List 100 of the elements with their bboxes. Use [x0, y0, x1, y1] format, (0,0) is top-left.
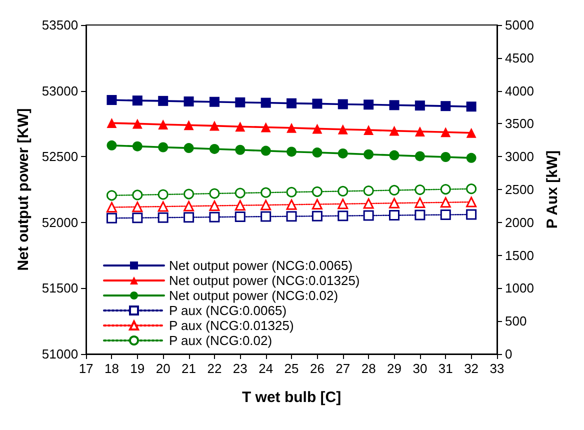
x-tick-label: 32: [464, 361, 479, 376]
point: [209, 188, 220, 199]
point: [106, 118, 117, 128]
x-tick-label: 33: [490, 361, 504, 376]
y2-tick-label: 4500: [505, 50, 534, 66]
point: [286, 122, 297, 133]
y2-tick-label: 3500: [505, 116, 534, 132]
y2-tick-label: 1000: [505, 280, 534, 296]
point: [132, 190, 143, 200]
legend-label: Net output power (NCG:0.0065): [169, 258, 353, 273]
point: [440, 197, 451, 208]
x-tick-label: 18: [104, 361, 119, 376]
point: [440, 152, 451, 162]
y-tick-label: 53000: [42, 83, 78, 98]
point: [389, 198, 400, 208]
point: [184, 143, 194, 154]
point: [235, 97, 246, 108]
point: [363, 198, 374, 209]
legend-label: P aux (NCG:0.01325): [169, 318, 294, 333]
point: [184, 188, 194, 200]
x-tick-label: 28: [361, 361, 376, 376]
y-tick-label: 52000: [42, 214, 78, 230]
point: [235, 144, 246, 155]
point: [312, 210, 322, 222]
point: [414, 210, 426, 220]
x-tick-label: 24: [258, 361, 274, 376]
y2-tick-label: 2500: [505, 182, 534, 197]
point: [338, 186, 348, 196]
point: [338, 198, 348, 210]
point: [286, 211, 297, 222]
point: [364, 149, 374, 160]
point: [158, 201, 168, 212]
y-tick-label: 51500: [42, 280, 78, 296]
y2-tick-label: 3000: [505, 149, 534, 164]
point: [466, 196, 477, 208]
y2-tick-label: 2000: [505, 214, 534, 230]
y2-tick-label: 4000: [505, 83, 534, 98]
point: [260, 187, 272, 198]
legend-label: P aux (NCG:0.02): [169, 333, 272, 348]
x-tick-label: 26: [310, 361, 324, 376]
point: [209, 96, 220, 107]
point: [158, 212, 168, 223]
x-tick-label: 30: [412, 361, 428, 376]
point: [338, 124, 348, 134]
y-tick-label: 53500: [42, 18, 78, 32]
point: [158, 119, 168, 130]
point: [209, 200, 220, 212]
legend-label: Net output power (NCG:0.02): [169, 288, 338, 303]
point: [184, 96, 194, 106]
point: [132, 141, 142, 152]
point: [312, 198, 322, 210]
point: [184, 200, 194, 212]
point: [286, 98, 297, 108]
point: [132, 202, 143, 212]
point: [260, 122, 271, 132]
point: [440, 184, 451, 195]
point: [106, 140, 117, 150]
x-tick-label: 19: [130, 361, 145, 376]
point: [234, 200, 246, 211]
point: [414, 126, 425, 136]
x-tick-label: 22: [207, 361, 222, 376]
x-tick-label: 29: [387, 361, 402, 376]
point: [158, 189, 168, 200]
x-tick-label: 17: [78, 361, 94, 376]
point: [440, 127, 451, 138]
x-tick-label: 20: [156, 361, 170, 376]
point: [132, 118, 142, 129]
point: [312, 98, 322, 109]
point: [414, 197, 426, 208]
point: [440, 210, 451, 220]
y-axis-title: Net output power [KW]: [15, 108, 32, 271]
point: [184, 120, 194, 130]
y2-tick-label: 5000: [505, 18, 534, 32]
legend-label: Net output power (NCG:0.01325): [169, 273, 360, 288]
point: [312, 148, 322, 158]
x-tick-label: 31: [438, 361, 453, 376]
point: [132, 212, 143, 224]
point: [389, 126, 400, 136]
point: [209, 144, 220, 154]
point: [234, 188, 246, 198]
point: [364, 125, 374, 136]
point: [466, 102, 476, 112]
point: [260, 146, 271, 156]
point: [338, 99, 348, 110]
y-tick-label: 52500: [42, 149, 78, 164]
point: [106, 95, 117, 106]
point: [234, 212, 246, 222]
point: [312, 124, 322, 134]
point: [363, 210, 374, 221]
point: [389, 184, 400, 196]
point: [312, 186, 322, 197]
point: [158, 142, 168, 152]
point: [466, 184, 477, 194]
point: [466, 128, 476, 138]
y2-tick-label: 500: [505, 314, 527, 329]
point: [286, 199, 297, 210]
x-tick-label: 27: [336, 361, 350, 376]
point: [132, 96, 142, 106]
x-tick-label: 23: [232, 361, 248, 376]
point: [363, 186, 374, 196]
